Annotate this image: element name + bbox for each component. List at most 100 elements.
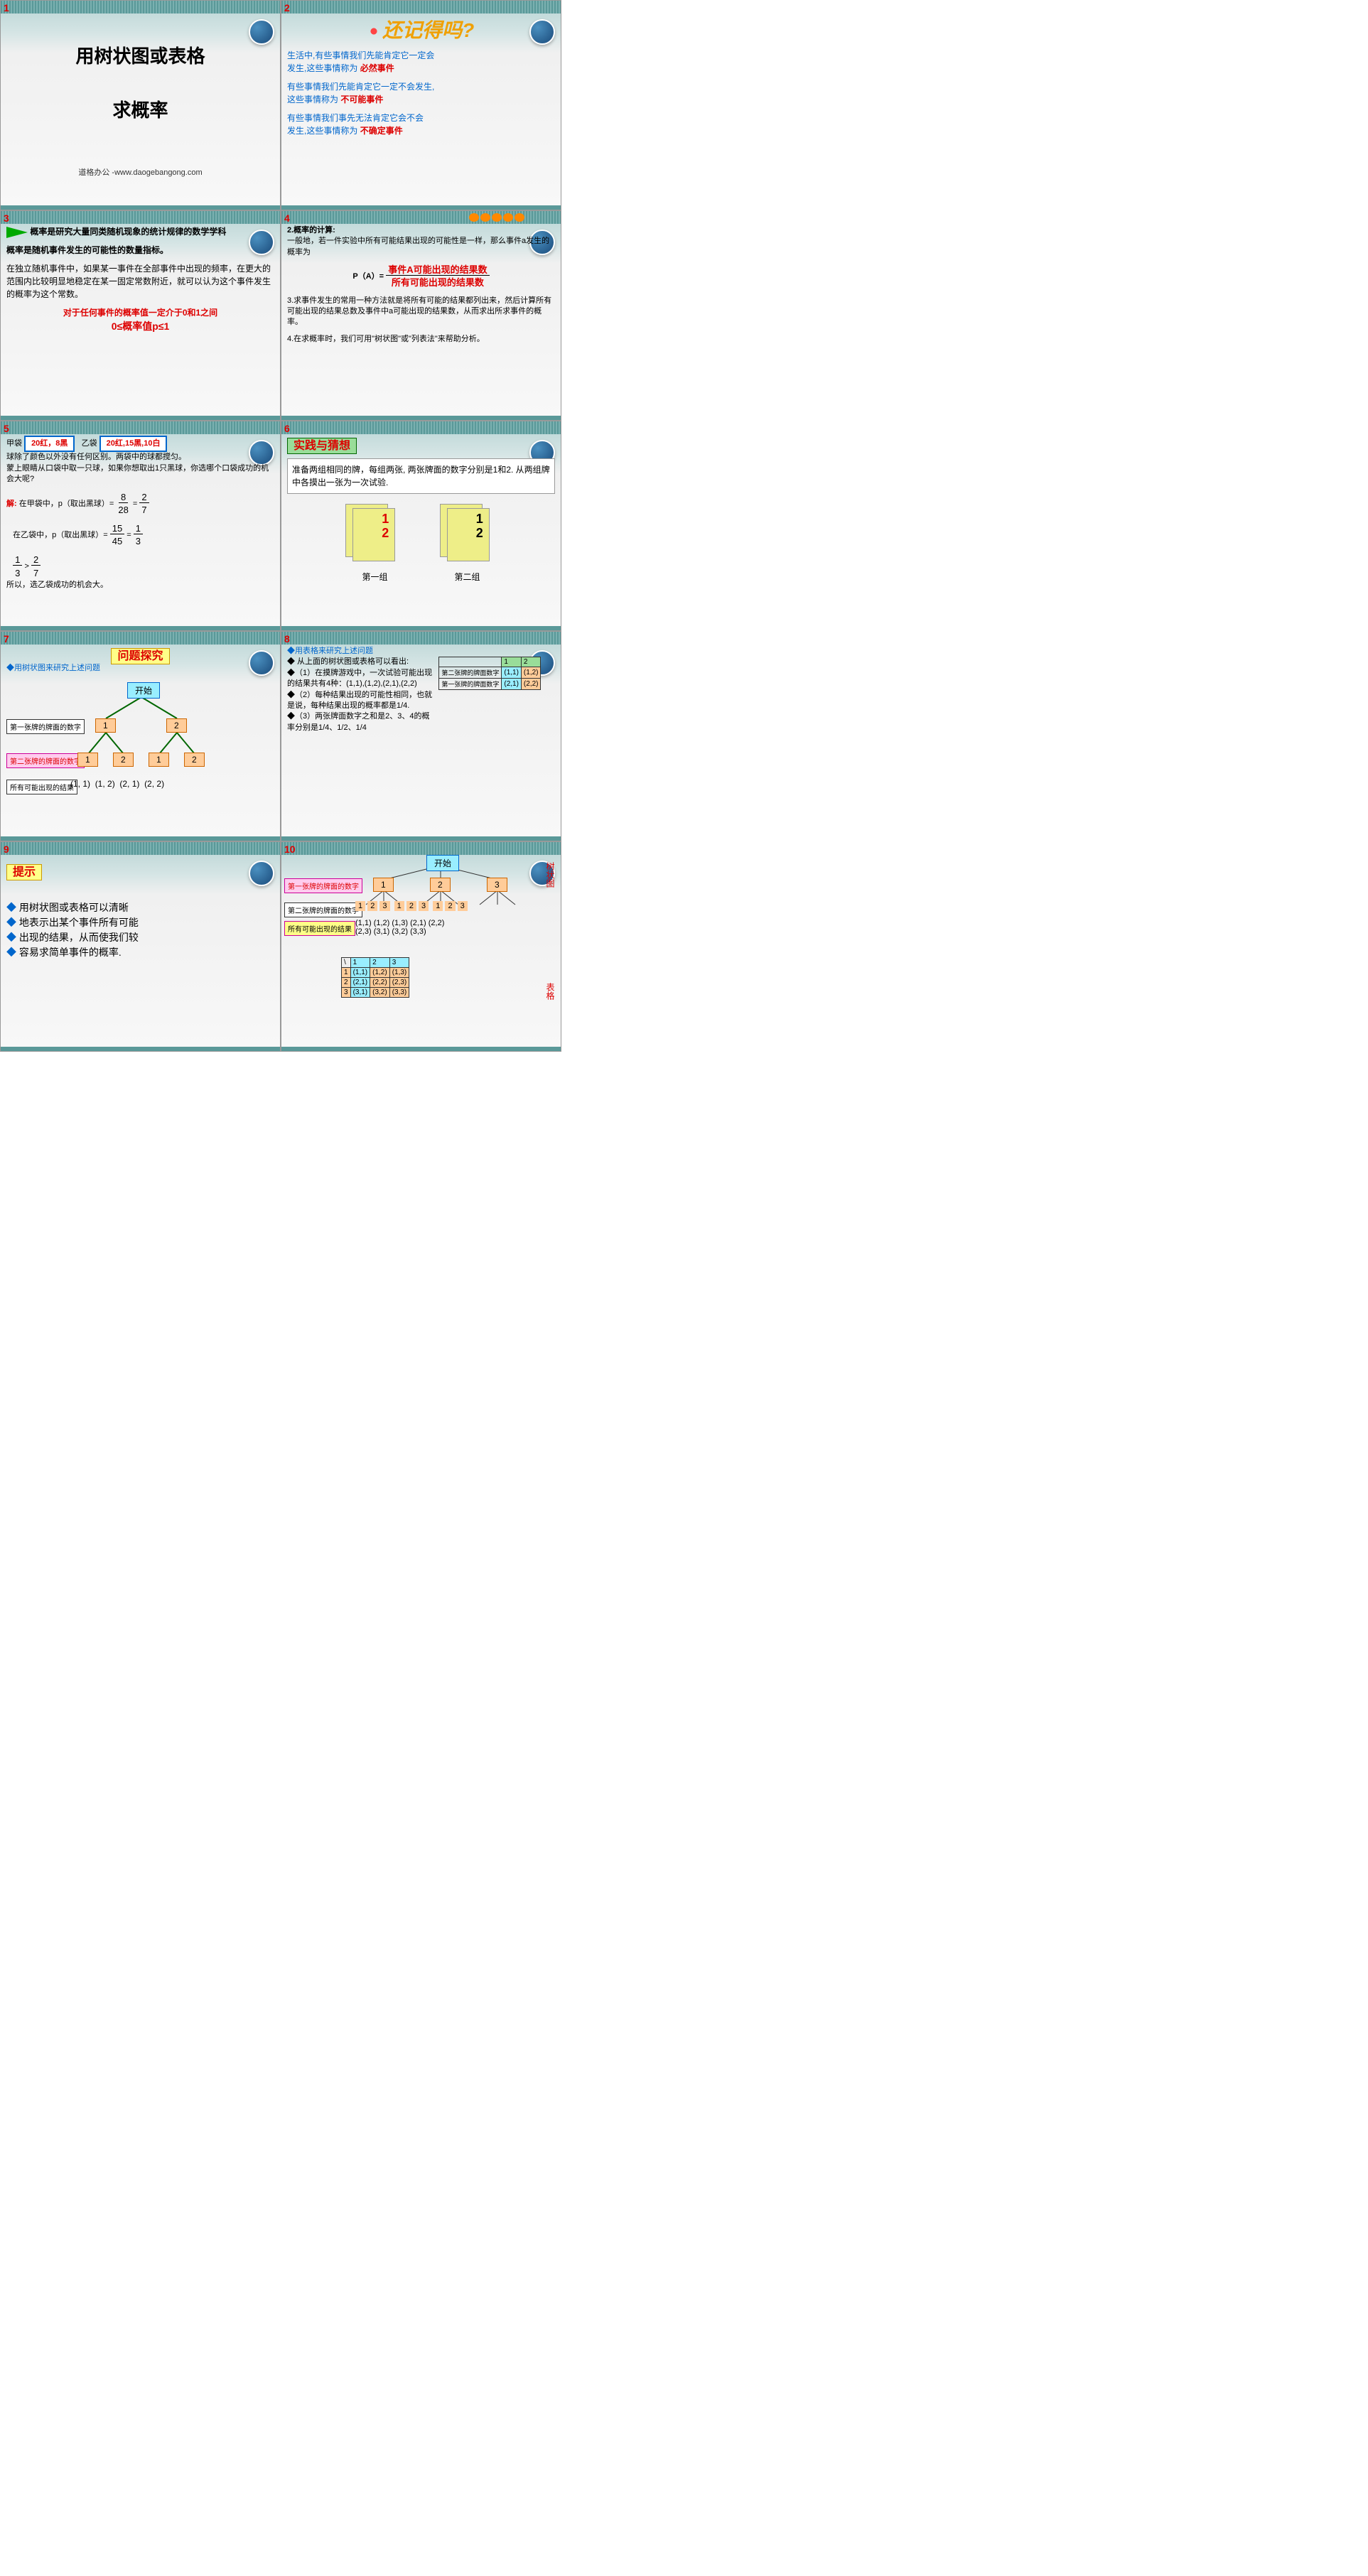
level-label: 第一张牌的牌面的数字 <box>6 719 85 734</box>
bag-content: 20红，8黑 <box>24 436 75 452</box>
source-link: 道格办公 -www.daogebangong.com <box>6 166 274 178</box>
bullet: ◆（1）在摸牌游戏中，一次试验可能出现的结果共有4种：(1,1),(1,2),(… <box>287 668 434 690</box>
title-line2: 求概率 <box>6 97 274 123</box>
flower-icon <box>368 26 379 37</box>
tree-node: 2 <box>113 753 134 767</box>
slide-10: 10 树状图 表格 开始 第一张牌的牌面的数字 1 2 3 第二张牌的牌面的数字… <box>281 841 561 1052</box>
section-tag: 问题探究 <box>111 648 169 664</box>
text-line: 有些事情我们事先无法肯定它会不会 <box>287 112 555 124</box>
pumpkin-icon <box>480 213 490 222</box>
den: 45 <box>110 536 124 546</box>
level-label: 第二张牌的牌面的数字 <box>6 753 85 768</box>
slide-grid: 1 用树状图或表格 求概率 道格办公 -www.daogebangong.com… <box>0 0 561 1052</box>
den: 28 <box>116 505 130 515</box>
equation: 在乙袋中，p（取出黑球）= <box>13 531 108 539</box>
slide-3: 3 概率是研究大量同类随机现象的统计规律的数学学科 概率是随机事件发生的可能性的… <box>0 210 281 421</box>
formula-label: P（A）= <box>352 272 384 281</box>
tree-node: 1 <box>95 718 116 733</box>
slide-2: 2 还记得吗? 生活中,有些事情我们先能肯定它一定会 发生,这些事情称为 必然事… <box>281 0 561 210</box>
level-label: 所有可能出现的结果 <box>6 780 77 794</box>
row-header: 第二张牌的牌面数字 <box>439 667 502 679</box>
tree-node: 2 <box>184 753 205 767</box>
paragraph: 3.求事件发生的常用一种方法就是将所有可能的结果都列出来，然后计算所有可能出现的… <box>287 296 555 328</box>
tree-root: 开始 <box>127 682 160 699</box>
card-icon: 12 <box>352 508 395 561</box>
keyword: 必然事件 <box>360 63 394 73</box>
slide-number: 10 <box>284 844 296 855</box>
text: 发生,这些事情称为 <box>287 63 357 73</box>
slide-number: 9 <box>4 844 9 855</box>
slide-7: 7 问题探究 ◆用树状图来研究上述问题 开始 第一张牌的牌面的数字 1 2 第二… <box>0 631 281 841</box>
bullet-text: 用树状图或表格可以清晰 <box>19 902 129 913</box>
keyword: 不确定事件 <box>360 126 403 136</box>
group-label: 第一组 <box>329 571 421 583</box>
title-line1: 用树状图或表格 <box>6 43 274 69</box>
text: 这些事情称为 <box>287 95 338 104</box>
slide-6: 6 实践与猜想 准备两组相同的牌，每组两张, 两张牌面的数字分别是1和2. 从两… <box>281 421 561 631</box>
card-icon: 12 <box>447 508 490 561</box>
pumpkin-icon <box>515 213 524 222</box>
bullet: ◆ 从上面的树状图或表格可以看出: <box>287 657 434 667</box>
level-label: 第一张牌的牌面的数字 <box>284 878 362 893</box>
result-table: \123 1(1,1)(1,2)(1,3) 2(2,1)(2,2)(2,3) 3… <box>341 957 409 998</box>
conclusion: 所以，选乙袋成功的机会大。 <box>6 580 274 591</box>
num: 2 <box>139 492 149 503</box>
bullet: ◆（2）每种结果出现的可能性相同，也就是说，每种结果出现的概率都是1/4. <box>287 690 434 712</box>
bullet-text: 地表示出某个事件所有可能 <box>19 917 139 928</box>
fraction-numerator: 事件A可能出现的结果数 <box>386 264 489 276</box>
slide-4: 4 2.概率的计算: 一般地，若一件实验中所有可能结果出现的可能性是一样，那么事… <box>281 210 561 421</box>
slide-number: 1 <box>4 2 9 14</box>
num: 8 <box>119 492 128 503</box>
num: 1 <box>13 554 22 566</box>
paragraph: 4.在求概率时，我们可用"树状图"或"列表法"来帮助分析。 <box>287 334 555 345</box>
pumpkin-icon <box>492 213 502 222</box>
tree-node: 1 <box>149 753 169 767</box>
rule-text: 对于任何事件的概率值一定介于0和1之间 <box>6 306 274 319</box>
section-tag: 提示 <box>6 864 42 880</box>
instruction: 准备两组相同的牌，每组两张, 两张牌面的数字分别是1和2. 从两组牌中各摸出一张… <box>287 458 555 494</box>
slide-9: 9 提示 ◆ 用树状图或表格可以清晰 ◆ 地表示出某个事件所有可能 ◆ 出现的结… <box>0 841 281 1052</box>
den: 7 <box>139 505 149 515</box>
slide-number: 3 <box>4 212 9 224</box>
bullet-text: 容易求简单事件的概率. <box>19 947 122 958</box>
den: 3 <box>134 536 143 546</box>
den: 3 <box>13 568 22 578</box>
arrow-icon <box>6 227 28 238</box>
tree-node: 2 <box>430 878 451 892</box>
tree-node: 3 <box>487 878 507 892</box>
keyword: 不可能事件 <box>340 95 383 104</box>
row-header: 第一张牌的牌面数字 <box>439 679 502 690</box>
group-label: 第二组 <box>421 571 514 583</box>
slide-number: 5 <box>4 423 9 434</box>
tree-node: 2 <box>166 718 187 733</box>
den: 7 <box>31 568 41 578</box>
tree-leaves: 1 2 3 1 2 3 1 2 3 <box>355 902 468 910</box>
paragraph: 一般地，若一件实验中所有可能结果出现的可能性是一样，那么事件a发生的概率为 <box>287 236 555 258</box>
tree-node: 1 <box>77 753 98 767</box>
pumpkin-icon <box>503 213 513 222</box>
bullet: ◆（3）两张牌面数字之和是2、3、4的概率分别是1/4、1/2、1/4 <box>287 711 434 733</box>
text: 蒙上眼睛从口袋中取一只球，如果你想取出1只黑球，你选哪个口袋成功的机会大呢? <box>6 463 274 485</box>
slide-number: 4 <box>284 212 290 224</box>
tree-root: 开始 <box>426 855 459 871</box>
pumpkin-icon <box>469 213 479 222</box>
slide-5: 5 甲袋 20红，8黑 乙袋 20红,15黑,10白 球除了颜色以外没有任何区别… <box>0 421 281 631</box>
bag-label: 甲袋 <box>6 439 22 448</box>
level-label: 所有可能出现的结果 <box>284 921 355 936</box>
rule-formula: 0≤概率值p≤1 <box>6 319 274 334</box>
side-label: 表格 <box>544 983 556 1000</box>
text-line: 生活中,有些事情我们先能肯定它一定会 <box>287 49 555 62</box>
equation: 在甲袋中，p（取出黑球）= <box>19 500 114 508</box>
num: 2 <box>31 554 41 566</box>
text: 球除了颜色以外没有任何区别。两袋中的球都搅匀。 <box>6 452 274 463</box>
bag-content: 20红,15黑,10白 <box>99 436 168 452</box>
slide-8: 8 ◆用表格来研究上述问题 ◆ 从上面的树状图或表格可以看出: ◆（1）在摸牌游… <box>281 631 561 841</box>
results: (1, 1) (1, 2) (2, 1) (2, 2) <box>70 779 164 789</box>
slide-number: 6 <box>284 423 290 434</box>
num: 1 <box>134 523 143 534</box>
text: 发生,这些事情称为 <box>287 126 357 136</box>
slide-number: 7 <box>4 633 9 645</box>
subtitle: ◆用树状图来研究上述问题 <box>6 663 274 674</box>
heading: 概率是研究大量同类随机现象的统计规律的数学学科 <box>30 227 226 237</box>
bullet-text: 出现的结果，从而使我们较 <box>19 932 139 943</box>
